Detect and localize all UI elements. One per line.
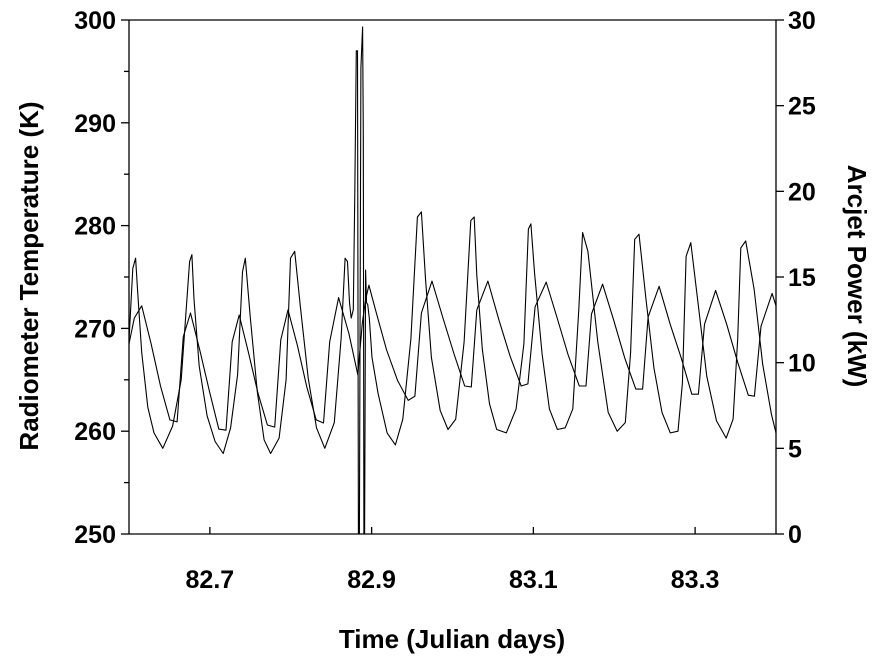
y-right-tick-label: 20 (788, 178, 816, 206)
y-left-tick-label: 290 (74, 110, 116, 138)
y-right-tick-label: 0 (788, 521, 802, 549)
series-line-left-axis (128, 280, 777, 431)
y-left-axis-title: Radiometer Temperature (K) (14, 101, 44, 450)
y-left-tick-label: 260 (74, 418, 116, 446)
y-left-tick-label: 250 (74, 521, 116, 549)
series-line-right-axis (128, 26, 777, 535)
y-right-axis-title: Arcjet Power (kW) (842, 165, 872, 388)
x-axis-title: Time (Julian days) (339, 624, 565, 654)
series-group (128, 26, 777, 535)
x-tick-label: 82.9 (347, 566, 396, 594)
y-left-tick-label: 300 (74, 7, 116, 35)
ticks-group (121, 19, 784, 535)
y-left-tick-label: 270 (74, 315, 116, 343)
y-right-tick-label: 10 (788, 350, 816, 378)
x-tick-label: 82.7 (186, 566, 235, 594)
x-tick-label: 83.3 (671, 566, 720, 594)
y-right-tick-label: 25 (788, 93, 816, 121)
y-right-tick-label: 15 (788, 264, 816, 292)
tick-labels-group: 250 260 270 280 290 300 0 5 10 15 20 25 30 82.7 82.9 83… (74, 7, 816, 594)
y-left-tick-label: 280 (74, 213, 116, 241)
axes-group (128, 19, 777, 535)
y-right-tick-label: 5 (788, 435, 802, 463)
x-tick-label: 83.1 (509, 566, 558, 594)
y-right-tick-label: 30 (788, 7, 816, 35)
